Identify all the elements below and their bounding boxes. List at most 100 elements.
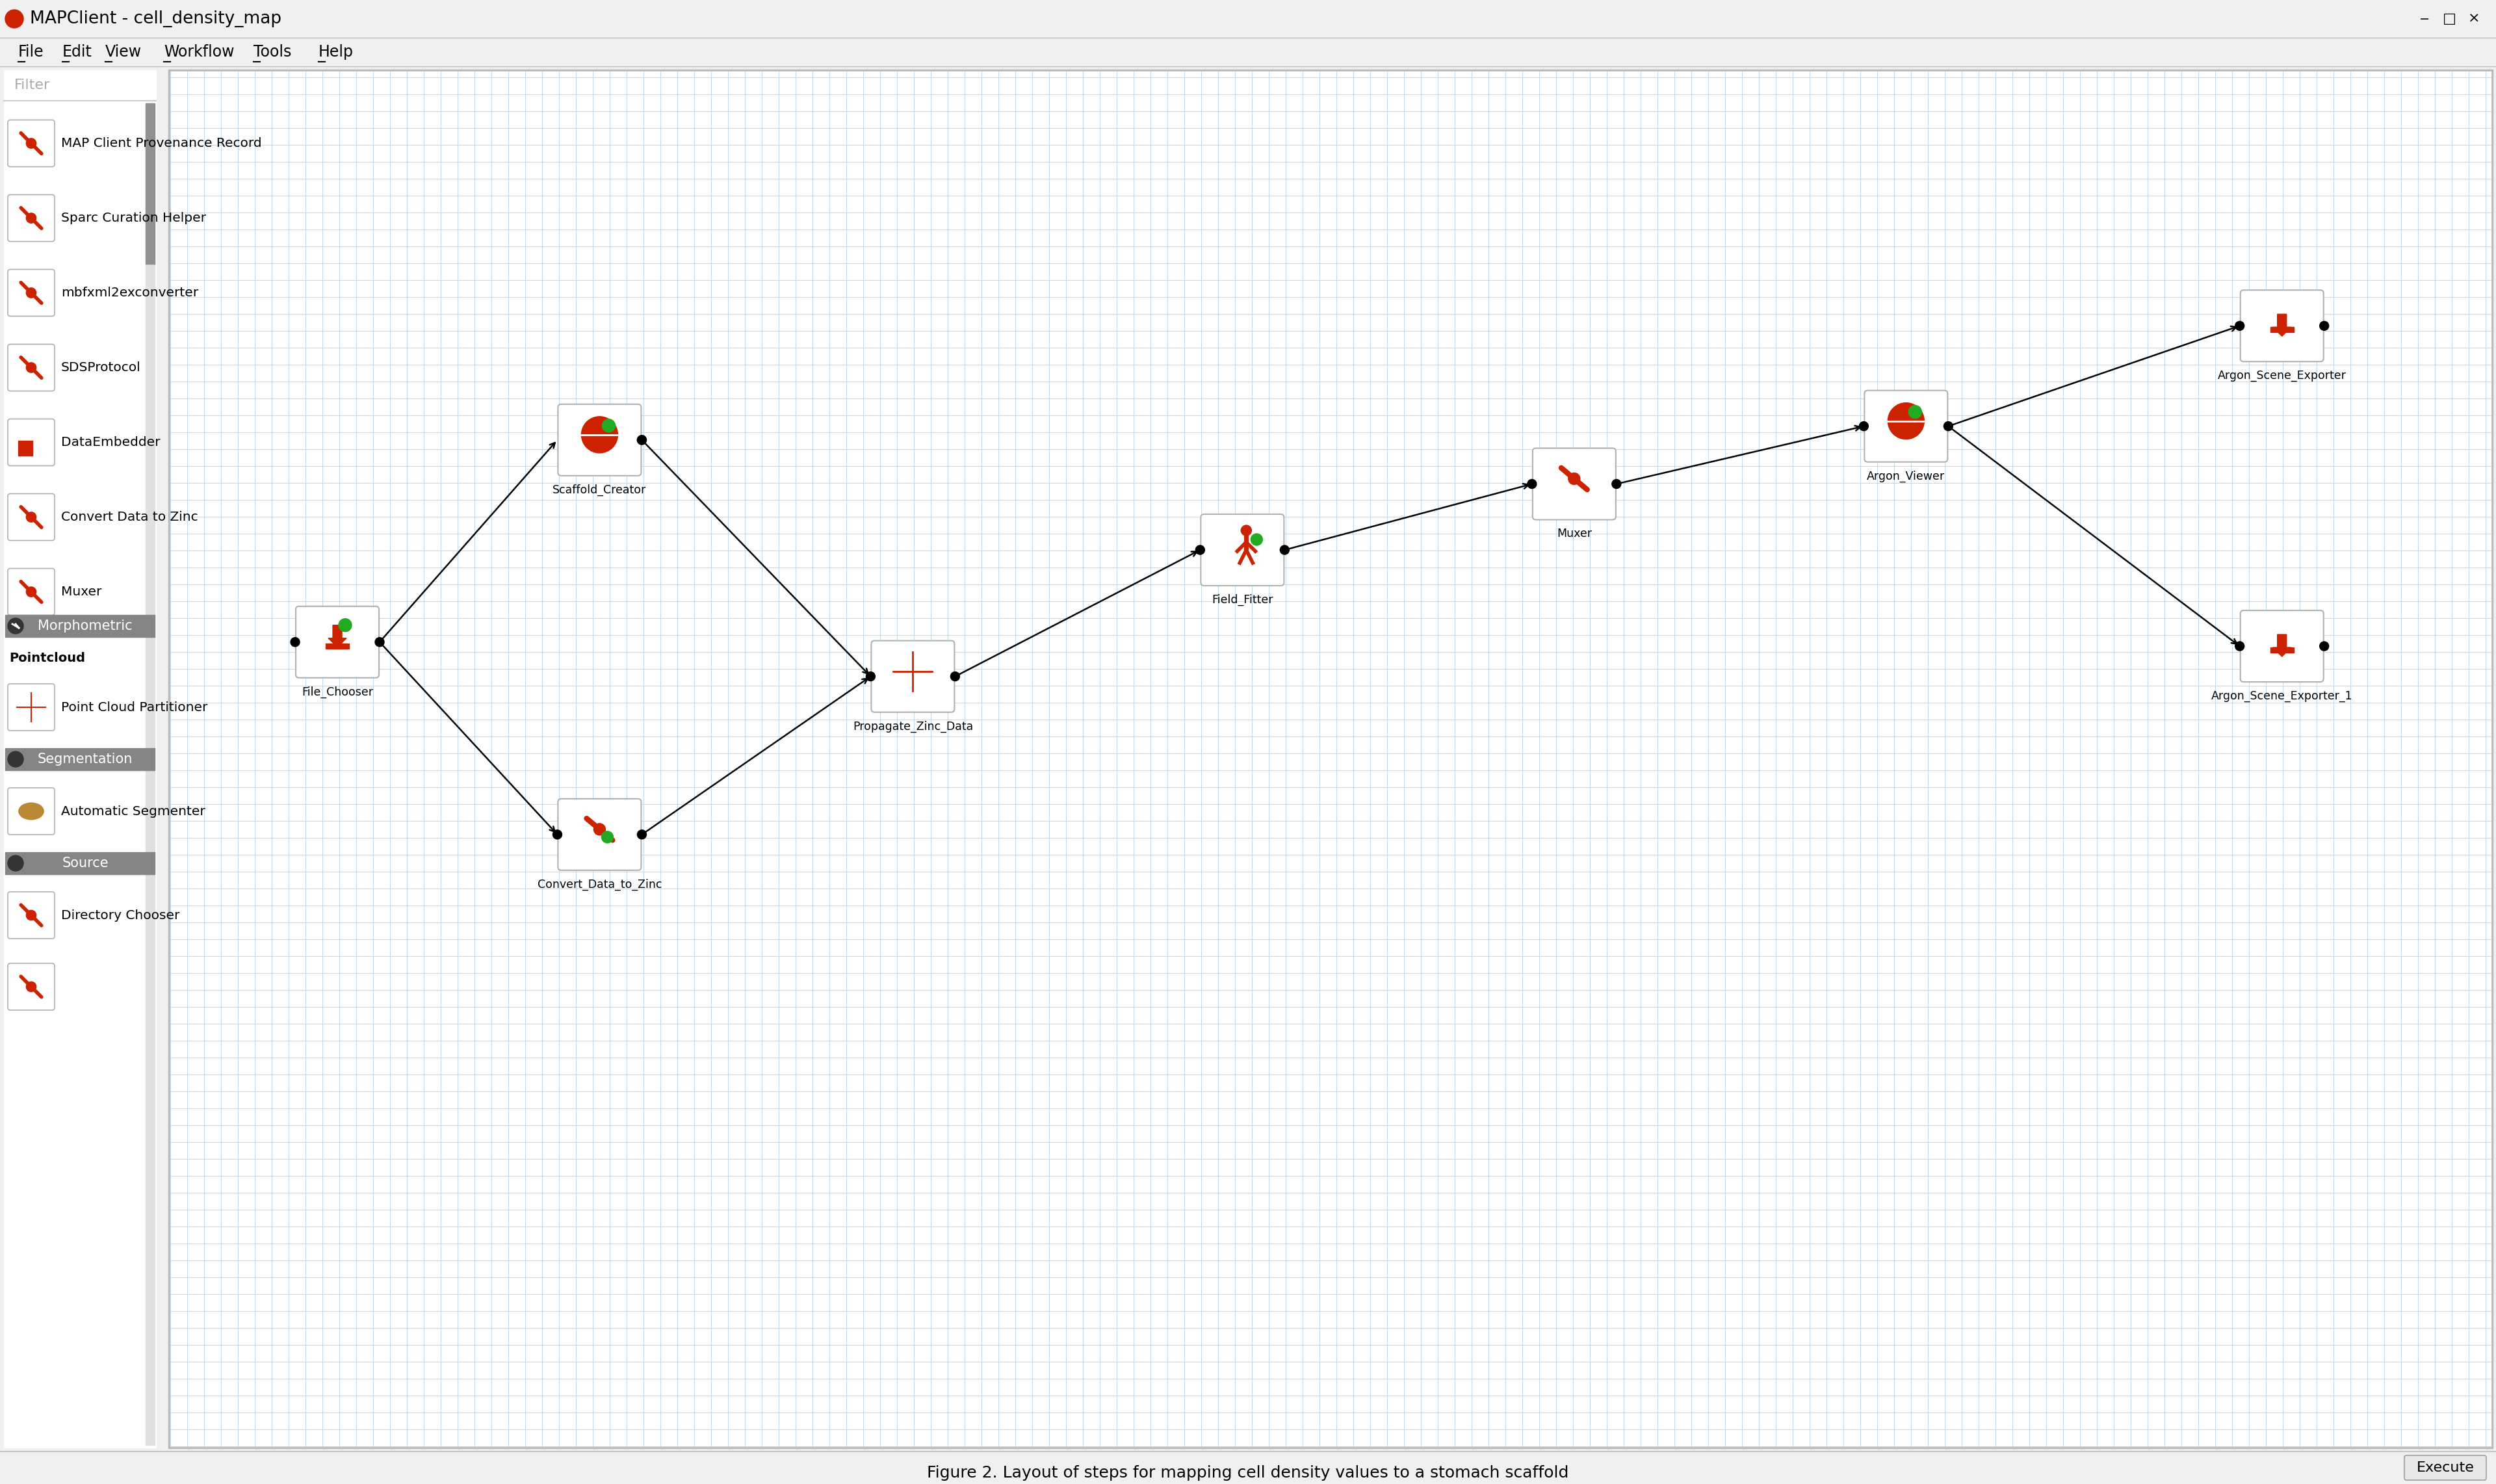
FancyBboxPatch shape	[295, 607, 379, 678]
Text: Filter: Filter	[15, 79, 50, 92]
FancyBboxPatch shape	[1201, 513, 1283, 586]
Bar	[5, 70, 155, 1447]
FancyBboxPatch shape	[7, 194, 55, 242]
Text: Scaffold_Creator: Scaffold_Creator	[552, 484, 646, 496]
Text: Tools: Tools	[255, 45, 292, 59]
FancyBboxPatch shape	[7, 344, 55, 390]
FancyBboxPatch shape	[2404, 1456, 2486, 1480]
Text: Workflow: Workflow	[165, 45, 235, 59]
Text: MAPClient - cell_density_map: MAPClient - cell_density_map	[30, 10, 282, 27]
Circle shape	[1567, 473, 1580, 485]
Circle shape	[25, 362, 35, 372]
FancyBboxPatch shape	[1865, 390, 1947, 462]
Circle shape	[5, 10, 22, 28]
Bar	[5, 748, 155, 770]
Circle shape	[1196, 546, 1206, 555]
Text: mbfxml2exconverter: mbfxml2exconverter	[60, 286, 197, 298]
Circle shape	[25, 512, 35, 522]
Bar	[0, 67, 162, 1451]
Circle shape	[25, 910, 35, 920]
Text: Argon_Scene_Exporter: Argon_Scene_Exporter	[2216, 370, 2346, 381]
Bar	[145, 104, 155, 1445]
Text: Field_Fitter: Field_Fitter	[1211, 594, 1273, 605]
Circle shape	[7, 751, 22, 767]
Text: Help: Help	[319, 45, 354, 59]
Text: Directory Chooser: Directory Chooser	[60, 910, 180, 922]
Text: Source: Source	[62, 856, 107, 870]
Bar	[32, 444, 45, 456]
Circle shape	[25, 982, 35, 991]
Circle shape	[866, 672, 876, 681]
Text: Automatic Segmenter: Automatic Segmenter	[60, 804, 205, 818]
Circle shape	[25, 138, 35, 148]
Text: DataEmbedder: DataEmbedder	[60, 436, 160, 448]
Circle shape	[290, 638, 300, 647]
FancyBboxPatch shape	[871, 641, 953, 712]
Bar	[5, 71, 155, 99]
Circle shape	[25, 214, 35, 223]
Circle shape	[636, 435, 646, 445]
Text: Point Cloud Partitioner: Point Cloud Partitioner	[60, 700, 207, 714]
Circle shape	[2234, 322, 2244, 331]
Text: SDSProtocol: SDSProtocol	[60, 362, 140, 374]
Text: Edit: Edit	[62, 45, 92, 59]
Bar	[2271, 326, 2294, 332]
Circle shape	[1241, 525, 1250, 536]
Circle shape	[594, 824, 607, 835]
FancyBboxPatch shape	[7, 892, 55, 939]
Bar	[0, 1451, 2496, 1484]
Circle shape	[2319, 641, 2329, 650]
FancyBboxPatch shape	[1533, 448, 1615, 519]
Circle shape	[582, 417, 619, 453]
Bar	[324, 644, 349, 649]
FancyBboxPatch shape	[559, 404, 641, 476]
Ellipse shape	[17, 803, 45, 819]
Text: Muxer: Muxer	[1558, 528, 1592, 540]
Circle shape	[25, 586, 35, 597]
Text: Propagate_Zinc_Data: Propagate_Zinc_Data	[854, 721, 973, 733]
FancyBboxPatch shape	[7, 494, 55, 540]
Circle shape	[25, 288, 35, 298]
FancyBboxPatch shape	[7, 684, 55, 730]
Circle shape	[951, 672, 958, 681]
Text: Figure 2. Layout of steps for mapping cell density values to a stomach scaffold: Figure 2. Layout of steps for mapping ce…	[926, 1465, 1570, 1481]
Text: File_Chooser: File_Chooser	[302, 686, 372, 697]
Text: ×: ×	[2469, 12, 2481, 25]
Bar	[2271, 647, 2294, 653]
FancyBboxPatch shape	[7, 568, 55, 616]
Text: Pointcloud: Pointcloud	[10, 653, 85, 665]
Bar	[0, 37, 2496, 67]
Text: ‒: ‒	[2419, 12, 2429, 25]
FancyArrow shape	[2274, 635, 2291, 656]
Circle shape	[2234, 641, 2244, 650]
Circle shape	[552, 830, 562, 838]
FancyBboxPatch shape	[2241, 610, 2324, 683]
Circle shape	[1860, 421, 1870, 430]
Text: Convert Data to Zinc: Convert Data to Zinc	[60, 510, 197, 524]
Text: Muxer: Muxer	[60, 586, 102, 598]
Text: Argon_Viewer: Argon_Viewer	[1867, 470, 1944, 482]
Text: Execute: Execute	[2416, 1462, 2474, 1474]
Circle shape	[7, 619, 22, 634]
FancyBboxPatch shape	[7, 270, 55, 316]
Text: Convert_Data_to_Zinc: Convert_Data_to_Zinc	[537, 879, 661, 890]
Circle shape	[1250, 534, 1263, 546]
Circle shape	[1528, 479, 1538, 488]
FancyBboxPatch shape	[7, 963, 55, 1011]
Text: □: □	[2444, 12, 2456, 25]
FancyArrow shape	[329, 625, 347, 647]
Text: View: View	[105, 45, 142, 59]
Circle shape	[636, 435, 646, 445]
Text: Argon_Scene_Exporter_1: Argon_Scene_Exporter_1	[2211, 690, 2354, 702]
Circle shape	[1280, 546, 1288, 555]
Circle shape	[1887, 402, 1924, 439]
Bar	[0, 0, 2496, 37]
Text: Segmentation: Segmentation	[37, 752, 132, 766]
Text: File: File	[17, 45, 45, 59]
Bar	[145, 104, 155, 264]
Circle shape	[1612, 479, 1620, 488]
Circle shape	[1944, 421, 1952, 430]
Circle shape	[602, 831, 614, 843]
Bar	[5, 852, 155, 874]
Circle shape	[7, 855, 22, 871]
